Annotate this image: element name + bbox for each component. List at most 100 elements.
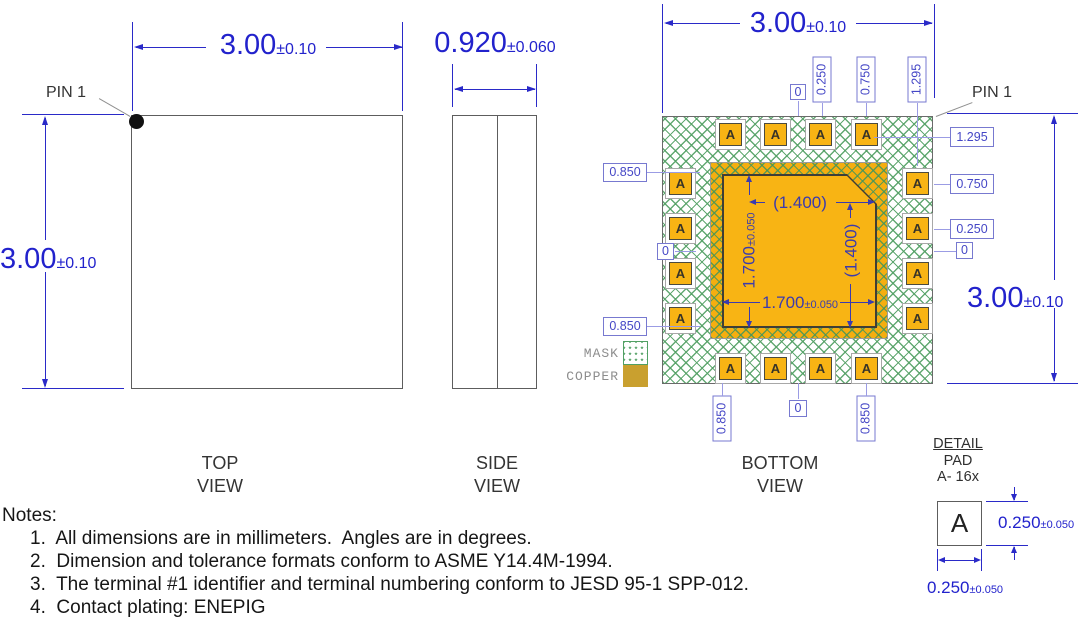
dim-line xyxy=(940,560,979,562)
arrowhead xyxy=(974,557,981,563)
leader-line xyxy=(822,103,824,116)
arrowhead xyxy=(722,299,729,305)
top-view-height-dim: 3.00 ±0.10 xyxy=(0,245,96,274)
bottom-view-width-dim: 3.00 ±0.10 xyxy=(680,9,916,38)
dim-line xyxy=(136,47,206,49)
pad-cutout: A xyxy=(851,119,882,150)
leader-line xyxy=(866,103,868,116)
dim-line xyxy=(749,178,751,195)
arrowhead xyxy=(1051,373,1057,382)
offset-label: 0.750 xyxy=(950,174,994,194)
leader-line xyxy=(675,251,696,253)
pad: A xyxy=(809,357,832,380)
pad-cutout: A xyxy=(851,353,882,384)
dim-tolerance: ±0.060 xyxy=(506,39,556,56)
offset-label: 1.295 xyxy=(950,127,994,147)
dim-line xyxy=(45,272,47,386)
offset-label: 0.850 xyxy=(712,395,732,442)
note-item: 1. All dimensions are in millimeters. An… xyxy=(30,528,532,549)
dim-line xyxy=(751,202,765,204)
arrowhead xyxy=(42,379,48,388)
arrowhead xyxy=(938,557,945,563)
pad-cutout: A xyxy=(715,353,746,384)
pad-cutout: A xyxy=(805,119,836,150)
dim-value: 3.00 xyxy=(967,282,1024,314)
pad-cutout: A xyxy=(665,303,696,334)
dim-line xyxy=(45,118,47,240)
dim-tolerance: ±0.10 xyxy=(806,19,847,36)
leader-line xyxy=(934,184,950,186)
dim-line xyxy=(749,307,751,326)
arrowhead xyxy=(749,199,756,205)
dim-line xyxy=(1014,547,1016,560)
dim-tolerance: ±0.10 xyxy=(1023,294,1064,311)
arrowhead xyxy=(1051,115,1057,124)
legend-mask-swatch xyxy=(623,341,648,365)
offset-label: 1.295 xyxy=(907,56,927,103)
leader-line xyxy=(934,229,950,231)
pad-cutout: A xyxy=(760,119,791,150)
arrowhead xyxy=(1011,494,1017,501)
offset-label: 0.750 xyxy=(856,56,876,103)
leader-line xyxy=(866,383,868,396)
pin1-marker-dot xyxy=(129,114,144,129)
ext-line xyxy=(947,383,1078,385)
dim-line xyxy=(850,206,852,218)
detail-subtitle-pad: PAD xyxy=(943,453,973,469)
leader-line xyxy=(798,101,800,116)
pad: A xyxy=(906,262,929,285)
leader-line xyxy=(874,137,950,139)
arrowhead xyxy=(664,20,673,26)
detail-width-dim: 0.250 ±0.050 xyxy=(926,578,1004,597)
dim-line xyxy=(724,302,760,304)
ext-line xyxy=(937,549,939,571)
dim-value: 0.920 xyxy=(434,27,507,59)
arrowhead xyxy=(1011,546,1017,553)
side-view-parting-line xyxy=(497,116,499,388)
pad: A xyxy=(906,172,929,195)
pad: A xyxy=(809,123,832,146)
dim-line xyxy=(326,47,402,49)
detail-title: DETAIL xyxy=(933,436,983,452)
dim-line xyxy=(455,89,535,91)
pad: A xyxy=(669,307,692,330)
arrowhead xyxy=(746,321,752,328)
arrowhead xyxy=(394,44,403,50)
bottom-view-height-dim: 3.00 ±0.10 xyxy=(967,284,1063,313)
dim-value: 3.00 xyxy=(219,29,277,61)
legend-mask-label: MASK xyxy=(583,346,619,361)
pad: A xyxy=(855,123,878,146)
legend-copper-swatch xyxy=(623,365,648,387)
ext-line xyxy=(536,64,538,107)
pad: A xyxy=(669,172,692,195)
arrowhead xyxy=(868,299,875,305)
detail-pad-symbol: A xyxy=(937,501,982,546)
dim-line xyxy=(1014,487,1016,500)
bottom-view-caption: BOTTOM VIEW xyxy=(741,453,819,496)
top-view-body xyxy=(131,115,403,389)
pad: A xyxy=(906,307,929,330)
arrowhead xyxy=(847,321,853,328)
arrowhead xyxy=(868,199,875,205)
leader-line xyxy=(917,103,919,166)
arrowhead xyxy=(454,86,463,92)
offset-label: 0 xyxy=(956,242,973,259)
pad-cutout: A xyxy=(665,213,696,244)
side-view-caption: SIDE VIEW xyxy=(473,453,520,496)
ext-line xyxy=(934,4,936,98)
arrowhead xyxy=(42,116,48,125)
detail-height-dim: 0.250 ±0.050 xyxy=(998,513,1075,532)
ext-line xyxy=(132,22,134,111)
offset-label: 0.850 xyxy=(856,395,876,442)
arrowhead xyxy=(134,44,143,50)
ext-line xyxy=(986,501,1028,503)
pad: A xyxy=(906,217,929,240)
offset-label: 0 xyxy=(657,243,674,260)
pin1-leader-line xyxy=(935,102,973,118)
legend-copper-label: COPPER xyxy=(566,369,619,384)
leader-line xyxy=(798,383,800,399)
pad-cutout: A xyxy=(902,258,933,289)
arrowhead xyxy=(847,203,853,210)
dim-tolerance: ±0.10 xyxy=(56,255,97,272)
dim-value: 3.00 xyxy=(749,7,807,39)
